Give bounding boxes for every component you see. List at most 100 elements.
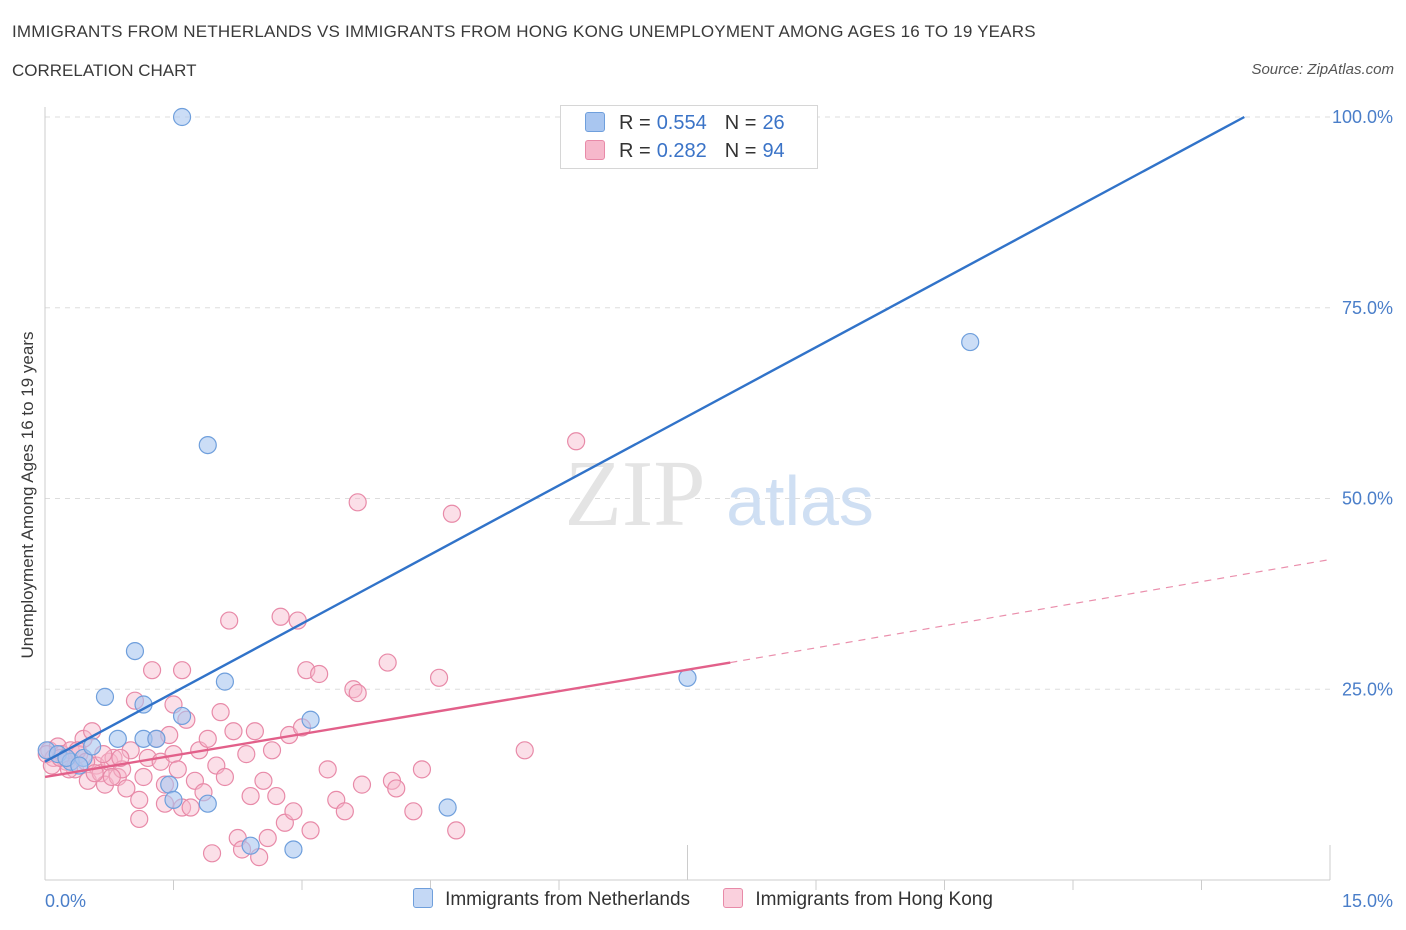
- data-point-netherlands: [160, 775, 179, 794]
- data-point-hong-kong: [442, 504, 462, 523]
- data-point-hong-kong: [352, 775, 372, 794]
- data-point-hong-kong: [567, 432, 586, 451]
- y-tick-label: 50.0%: [1342, 489, 1393, 509]
- correlation-legend: R = 0.554 N = 26 R = 0.282 N = 94: [560, 105, 818, 169]
- y-tick-label: 25.0%: [1342, 679, 1393, 699]
- data-point-netherlands: [241, 836, 260, 855]
- x-tick-label: 15.0%: [1342, 891, 1393, 911]
- data-point-netherlands: [95, 687, 115, 706]
- data-point-netherlands: [438, 798, 457, 817]
- legend-swatch-hong-kong: [585, 140, 605, 160]
- data-point-hong-kong: [168, 760, 187, 779]
- data-point-netherlands: [215, 672, 234, 691]
- chart-title: IMMIGRANTS FROM NETHERLANDS VS IMMIGRANT…: [12, 22, 1036, 41]
- legend-item-netherlands: Immigrants from Netherlands: [413, 888, 690, 911]
- legend-n-value: 26: [762, 112, 785, 134]
- data-point-hong-kong: [117, 779, 136, 798]
- legend-row-netherlands: R = 0.554 N = 26: [585, 112, 785, 138]
- gridlines: [45, 116, 1330, 690]
- data-point-netherlands: [108, 729, 127, 748]
- data-point-hong-kong: [111, 748, 130, 768]
- data-point-hong-kong: [181, 798, 200, 817]
- data-point-hong-kong: [267, 786, 286, 806]
- data-point-hong-kong: [310, 664, 329, 684]
- data-point-hong-kong: [318, 760, 337, 779]
- data-point-hong-kong: [237, 745, 256, 764]
- data-point-hong-kong: [172, 661, 192, 680]
- data-point-hong-kong: [335, 802, 354, 821]
- data-point-netherlands: [125, 641, 145, 661]
- watermark-zip: ZIP: [565, 442, 706, 546]
- series-hong-kong-points: [37, 432, 586, 867]
- data-point-hong-kong: [284, 802, 303, 821]
- data-point-hong-kong: [224, 722, 243, 741]
- legend-n-label: N =: [724, 140, 757, 162]
- legend-row-hong-kong: R = 0.282 N = 94: [585, 140, 785, 166]
- legend-r-label: R =: [619, 140, 651, 162]
- data-point-netherlands: [198, 435, 217, 455]
- y-tick-label: 75.0%: [1342, 298, 1393, 318]
- data-point-netherlands: [301, 710, 320, 729]
- data-point-hong-kong: [262, 741, 282, 760]
- x-tick-label: 0.0%: [45, 891, 86, 911]
- watermark: ZIP atlas: [565, 442, 874, 546]
- y-axis-label: Unemployment Among Ages 16 to 19 years: [18, 332, 37, 659]
- legend-r-value: 0.282: [656, 140, 707, 162]
- data-point-hong-kong: [271, 607, 290, 626]
- data-point-hong-kong: [102, 767, 121, 787]
- data-point-hong-kong: [515, 741, 534, 760]
- data-point-hong-kong: [142, 661, 162, 680]
- legend-n-label: N =: [724, 112, 757, 134]
- legend-swatch-netherlands: [585, 112, 605, 132]
- data-point-hong-kong: [258, 828, 277, 848]
- data-point-hong-kong: [254, 771, 273, 790]
- data-point-hong-kong: [202, 844, 222, 863]
- data-point-netherlands: [164, 790, 183, 809]
- data-point-hong-kong: [245, 722, 264, 741]
- trendline-hong-kong-extension: [730, 558, 1331, 664]
- y-tick-label: 100.0%: [1332, 107, 1393, 127]
- chart-subtitle: CORRELATION CHART: [12, 61, 197, 80]
- legend-n-value: 94: [762, 140, 785, 162]
- trendline-hong-kong: [44, 661, 731, 779]
- data-point-hong-kong: [387, 779, 406, 798]
- data-point-netherlands: [198, 794, 217, 813]
- series-legend: Immigrants from Netherlands Immigrants f…: [0, 888, 1406, 911]
- legend-r-label: R =: [619, 112, 651, 134]
- legend-swatch-hong-kong: [723, 888, 744, 908]
- data-point-hong-kong: [447, 821, 466, 840]
- data-point-netherlands: [147, 729, 166, 748]
- trendlines: [44, 115, 1331, 779]
- data-point-hong-kong: [348, 493, 367, 512]
- data-point-hong-kong: [134, 767, 153, 787]
- data-point-hong-kong: [412, 760, 432, 779]
- x-tick-labels: 0.0% 15.0%: [45, 891, 1393, 911]
- legend-item-hong-kong: Immigrants from Hong Kong: [723, 888, 993, 911]
- trendline-netherlands: [44, 115, 1245, 763]
- y-tick-labels: 25.0% 50.0% 75.0% 100.0%: [1332, 107, 1393, 699]
- legend-swatch-netherlands: [413, 888, 434, 908]
- data-point-hong-kong: [121, 741, 140, 760]
- data-point-netherlands: [961, 332, 980, 352]
- data-point-netherlands: [172, 706, 192, 726]
- data-point-hong-kong: [198, 729, 217, 748]
- legend-r-value: 0.554: [656, 112, 707, 134]
- data-point-hong-kong: [211, 703, 230, 722]
- data-point-hong-kong: [215, 767, 234, 787]
- data-point-netherlands: [172, 107, 192, 127]
- data-point-netherlands: [284, 840, 303, 859]
- data-point-hong-kong: [130, 790, 149, 809]
- data-point-hong-kong: [429, 668, 449, 687]
- legend-label-netherlands: Immigrants from Netherlands: [445, 889, 691, 910]
- data-point-hong-kong: [241, 786, 260, 806]
- data-point-netherlands: [83, 737, 102, 756]
- source-credit: Source: ZipAtlas.com: [1251, 61, 1394, 78]
- data-point-hong-kong: [404, 802, 423, 821]
- data-point-hong-kong: [220, 611, 239, 630]
- data-point-hong-kong: [301, 821, 320, 840]
- data-point-hong-kong: [348, 683, 367, 703]
- data-point-hong-kong: [378, 653, 397, 672]
- legend-label-hong-kong: Immigrants from Hong Kong: [755, 889, 993, 910]
- data-point-hong-kong: [130, 809, 149, 829]
